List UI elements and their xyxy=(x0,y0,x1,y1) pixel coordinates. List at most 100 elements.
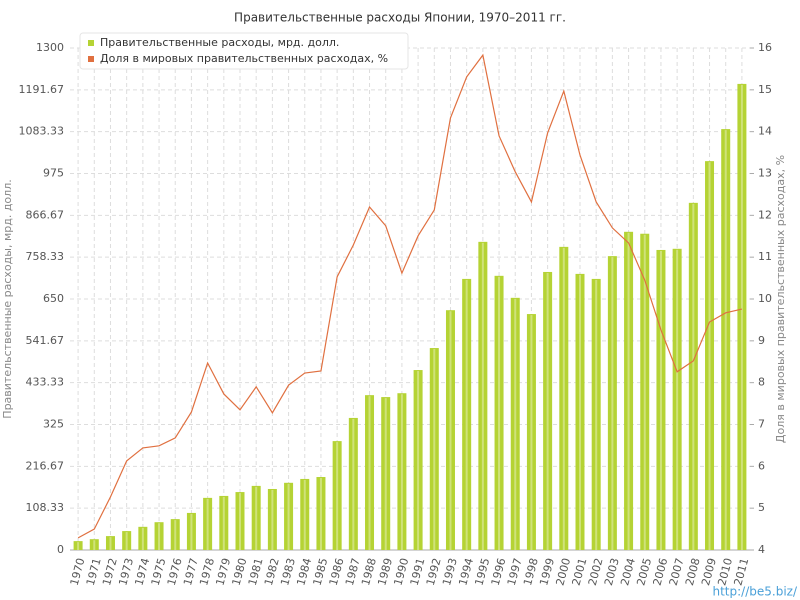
bar xyxy=(154,522,164,550)
bar-highlight xyxy=(400,394,403,550)
y2-tick-label: 5 xyxy=(758,501,765,514)
y-tick-label: 866.67 xyxy=(26,208,65,221)
bar xyxy=(348,417,358,550)
bar-highlight xyxy=(93,540,96,550)
line xyxy=(77,53,743,539)
bar xyxy=(526,314,536,550)
y-tick-label: 108.33 xyxy=(26,501,65,514)
y2-tick-label: 8 xyxy=(758,376,765,389)
bar xyxy=(656,249,666,550)
y2-tick-label: 6 xyxy=(758,459,765,472)
bar xyxy=(559,246,569,550)
bar-highlight xyxy=(287,483,290,550)
bar xyxy=(543,271,553,550)
bar xyxy=(284,482,294,550)
bar xyxy=(624,231,634,550)
bar xyxy=(462,278,472,550)
y-tick-label: 216.67 xyxy=(26,459,65,472)
bar-highlight xyxy=(319,478,322,550)
y-tick-label: 325 xyxy=(43,418,64,431)
bar xyxy=(591,278,601,550)
bar-highlight xyxy=(206,498,209,550)
y2-tick-label: 4 xyxy=(758,543,765,556)
y2-tick-label: 9 xyxy=(758,334,765,347)
bar xyxy=(705,161,715,551)
y-tick-label: 650 xyxy=(43,292,64,305)
bar xyxy=(122,531,132,550)
bar-highlight xyxy=(174,520,177,550)
bar-highlight xyxy=(222,496,225,550)
bar-highlight xyxy=(449,311,452,550)
legend-swatch xyxy=(88,40,94,46)
chart-title: Правительственные расходы Японии, 1970–2… xyxy=(234,11,566,25)
bar xyxy=(640,233,650,551)
watermark: http://be5.biz/ xyxy=(712,585,797,599)
bar xyxy=(365,395,375,550)
y2-tick-label: 13 xyxy=(758,167,772,180)
bar-highlight xyxy=(255,486,258,550)
legend: Правительственные расходы, мрд. долл. Дол… xyxy=(79,32,409,70)
bar-highlight xyxy=(740,84,743,551)
bar-highlight xyxy=(352,418,355,550)
bar-highlight xyxy=(546,272,549,550)
bar xyxy=(316,477,326,550)
bar xyxy=(332,441,342,550)
bar xyxy=(267,488,277,550)
bar xyxy=(478,241,488,550)
bar-highlight xyxy=(384,398,387,550)
bar-highlight xyxy=(692,203,695,550)
bar-highlight xyxy=(643,234,646,551)
bar xyxy=(105,536,115,550)
bar-highlight xyxy=(676,249,679,551)
bar xyxy=(300,478,310,550)
bar-highlight xyxy=(611,257,614,550)
bar xyxy=(397,393,407,550)
bar xyxy=(89,539,99,550)
bar-highlight xyxy=(158,523,161,550)
bar xyxy=(186,512,196,550)
bar xyxy=(235,492,245,550)
y-tick-label: 433.33 xyxy=(26,376,65,389)
y-tick-label: 0 xyxy=(57,543,64,556)
bar-highlight xyxy=(239,493,241,550)
legend-label: Правительственные расходы, мрд. долл. xyxy=(100,36,339,49)
bar xyxy=(721,129,731,551)
bar-highlight xyxy=(336,442,339,550)
legend-swatch xyxy=(88,56,94,62)
bar-highlight xyxy=(125,532,128,550)
bar xyxy=(219,495,229,550)
y-tick-label: 975 xyxy=(43,167,64,180)
bar-highlight xyxy=(271,489,274,550)
bar-highlight xyxy=(368,396,371,550)
bar xyxy=(445,310,455,550)
y-tick-label: 758.33 xyxy=(26,250,65,263)
bar-highlight xyxy=(77,542,80,550)
bar-highlight xyxy=(498,276,501,550)
bar-highlight xyxy=(659,250,662,550)
y2-tick-label: 10 xyxy=(758,292,772,305)
bar xyxy=(737,83,747,551)
bar-highlight xyxy=(481,242,484,550)
bar-highlight xyxy=(109,537,112,550)
bar xyxy=(73,541,83,550)
y-tick-label: 541.67 xyxy=(26,334,65,347)
bar xyxy=(607,256,617,550)
y2-tick-label: 11 xyxy=(758,250,772,263)
bar-highlight xyxy=(708,162,711,551)
bar-highlight xyxy=(579,274,581,550)
bar xyxy=(203,497,213,550)
y2-tick-label: 12 xyxy=(758,208,772,221)
bar-highlight xyxy=(724,130,727,551)
bar xyxy=(413,370,423,550)
bar-highlight xyxy=(465,279,468,550)
bar xyxy=(688,202,698,550)
y2-axis-label: Доля в мировых правительственных расхода… xyxy=(774,155,787,443)
y-axis-label: Правительственные расходы, мрд. долл. xyxy=(1,179,14,418)
bar xyxy=(494,275,504,550)
y2-tick-label: 14 xyxy=(758,125,772,138)
legend-label: Доля в мировых правительственных расхода… xyxy=(100,52,388,65)
y-tick-label: 1191.67 xyxy=(19,83,65,96)
y-tick-label: 1083.33 xyxy=(19,125,65,138)
bar-highlight xyxy=(190,513,193,550)
